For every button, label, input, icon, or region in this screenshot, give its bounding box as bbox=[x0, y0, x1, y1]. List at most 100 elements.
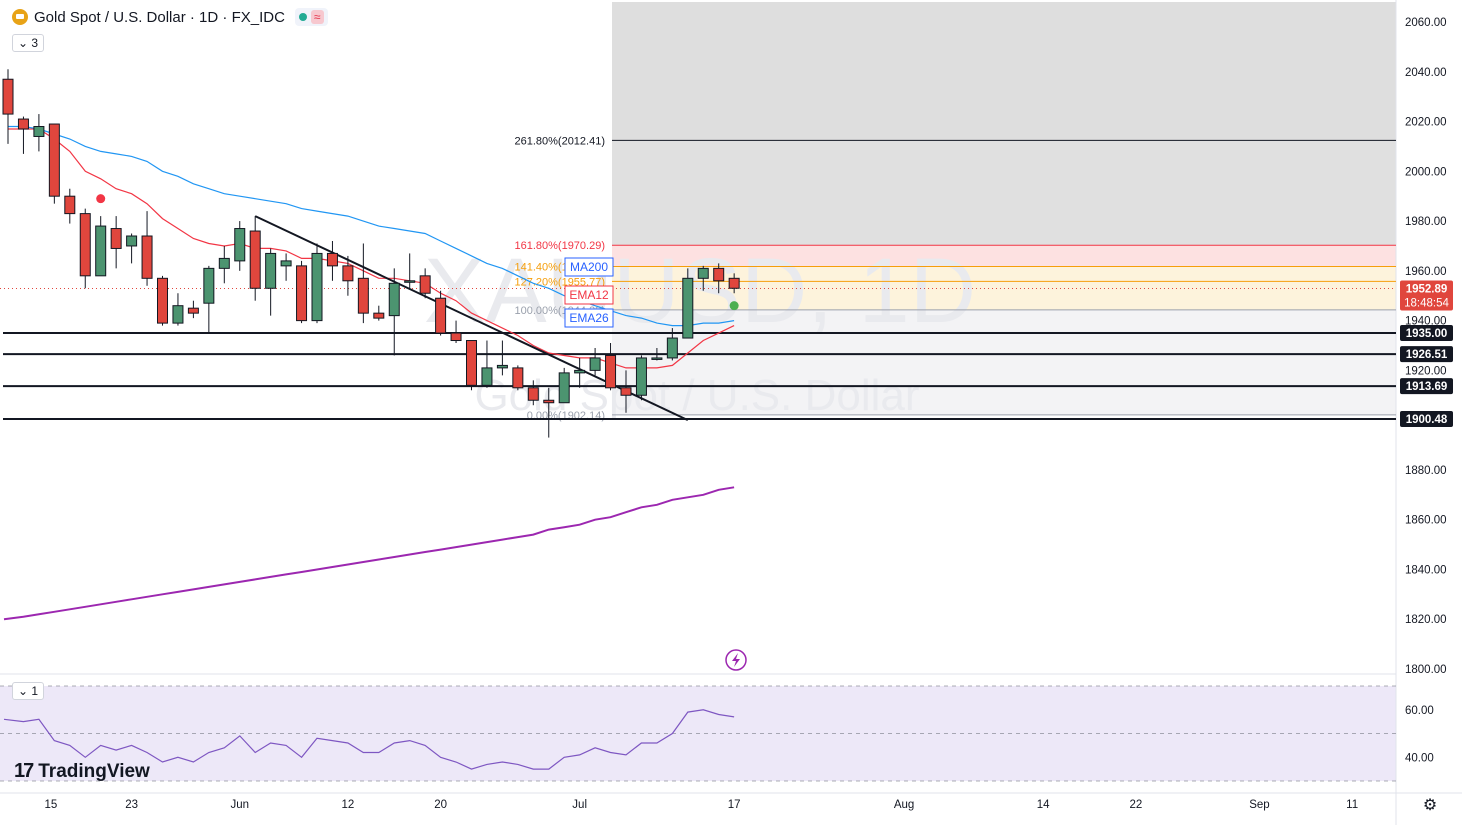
chart-header: Gold Spot / U.S. Dollar · 1D · FX_IDC ≈ bbox=[12, 8, 328, 26]
candle-body bbox=[404, 280, 416, 283]
watermark-symbol: XAUUSD, 1D bbox=[424, 240, 976, 342]
candle bbox=[404, 253, 416, 289]
candle-body bbox=[296, 265, 308, 322]
fib-label: 0.00%(1902.14) bbox=[527, 410, 605, 422]
tradingview-name: TradingView bbox=[38, 760, 150, 782]
candle-body bbox=[435, 297, 447, 334]
candle-body bbox=[450, 332, 462, 342]
market-open-icon bbox=[298, 13, 307, 21]
candle bbox=[373, 305, 385, 321]
ema-label-ema12: EMA12 bbox=[564, 285, 614, 305]
ema-label-ma200: MA200 bbox=[564, 257, 614, 277]
status-pill[interactable]: ≈ bbox=[294, 8, 328, 26]
candle bbox=[265, 248, 277, 316]
candle bbox=[481, 340, 493, 388]
candle bbox=[110, 216, 122, 269]
candle-body bbox=[574, 369, 586, 374]
level-price-text: 1900.48 bbox=[1406, 414, 1448, 426]
candle bbox=[589, 347, 601, 376]
candle-body bbox=[388, 282, 400, 317]
candle bbox=[280, 253, 292, 281]
candle-body bbox=[357, 277, 369, 314]
candle-body bbox=[496, 364, 508, 369]
candle-body bbox=[728, 277, 740, 289]
candle bbox=[682, 268, 694, 339]
candle-body bbox=[311, 252, 323, 322]
candle-body bbox=[682, 277, 694, 339]
candle bbox=[203, 265, 215, 334]
gold-logo-icon bbox=[12, 9, 28, 25]
price-tick-label: 1920.00 bbox=[1405, 365, 1447, 377]
ema-label-text: MA200 bbox=[570, 260, 608, 274]
settings-gear-icon[interactable]: ⚙ bbox=[1422, 797, 1438, 814]
candle-body bbox=[265, 252, 277, 289]
candle-body bbox=[95, 225, 107, 277]
wave-icon: ≈ bbox=[310, 10, 324, 24]
time-tick-label: 17 bbox=[728, 799, 741, 811]
candle-body bbox=[110, 228, 122, 249]
candle-body bbox=[466, 340, 477, 386]
time-tick-label: 11 bbox=[1346, 799, 1358, 811]
candle-body bbox=[651, 357, 663, 360]
chart-title[interactable]: Gold Spot / U.S. Dollar · 1D · FX_IDC bbox=[34, 8, 285, 26]
candle-body bbox=[527, 387, 539, 401]
price-tick-label: 1820.00 bbox=[1405, 614, 1447, 626]
candle-body bbox=[543, 399, 555, 404]
last-price-label: 1952.89 18:48:54 bbox=[1400, 280, 1453, 311]
tradingview-logo: 17 TradingView bbox=[14, 760, 150, 783]
fib-label: 127.20%(1955.77) bbox=[514, 276, 605, 288]
candle-body bbox=[419, 275, 431, 294]
price-tick-label: 2000.00 bbox=[1405, 166, 1447, 178]
candle bbox=[17, 116, 29, 154]
candle-body bbox=[512, 367, 524, 389]
candle bbox=[496, 340, 508, 376]
candle bbox=[311, 243, 323, 324]
candle-body bbox=[157, 277, 168, 324]
candle bbox=[157, 275, 168, 326]
level-price-text: 1935.00 bbox=[1406, 328, 1448, 340]
rsi-tick-label: 40.00 bbox=[1405, 752, 1434, 764]
price-tick-label: 2020.00 bbox=[1405, 117, 1447, 129]
countdown-text: 18:48:54 bbox=[1404, 298, 1449, 310]
candle bbox=[48, 123, 60, 204]
candle bbox=[620, 370, 632, 413]
candle bbox=[326, 240, 338, 281]
indicator-count: 3 bbox=[31, 36, 39, 50]
price-tick-label: 2060.00 bbox=[1405, 17, 1447, 29]
candle-body bbox=[33, 126, 45, 137]
last-price-box bbox=[1400, 280, 1453, 311]
fib-zone-161-141 bbox=[612, 245, 1396, 267]
candle-body bbox=[249, 230, 261, 289]
time-tick-label: Aug bbox=[894, 799, 914, 811]
level-price-box bbox=[1400, 325, 1453, 342]
candle-body bbox=[17, 118, 29, 130]
candle bbox=[512, 365, 524, 391]
chevron-down-icon: ⌄ bbox=[18, 684, 29, 698]
rsi-count: 1 bbox=[31, 684, 39, 698]
candle-body bbox=[234, 228, 246, 262]
candle bbox=[651, 347, 663, 361]
ema-label-ema26: EMA26 bbox=[564, 308, 614, 328]
ema-label-box bbox=[564, 257, 614, 277]
candle bbox=[450, 320, 462, 344]
candle bbox=[558, 367, 570, 404]
candle bbox=[187, 300, 199, 319]
candle bbox=[728, 273, 740, 294]
level-price-box bbox=[1400, 410, 1453, 427]
candle-body bbox=[326, 252, 338, 267]
candle bbox=[2, 69, 14, 144]
candle-body bbox=[481, 367, 493, 386]
time-tick-label: 22 bbox=[1129, 799, 1142, 811]
level-price-box bbox=[1400, 378, 1453, 395]
indicator-count-badge[interactable]: ⌄ 3 bbox=[12, 34, 45, 52]
candle-body bbox=[79, 213, 91, 277]
candle-body bbox=[203, 267, 215, 304]
candle bbox=[357, 243, 369, 324]
time-tick-label: Sep bbox=[1249, 799, 1269, 811]
chevron-down-icon: ⌄ bbox=[18, 36, 29, 50]
price-tick-label: 1880.00 bbox=[1405, 465, 1447, 477]
level-price-box bbox=[1400, 346, 1453, 363]
candle bbox=[713, 263, 725, 294]
rsi-pane-badge[interactable]: ⌄ 1 bbox=[12, 682, 45, 700]
